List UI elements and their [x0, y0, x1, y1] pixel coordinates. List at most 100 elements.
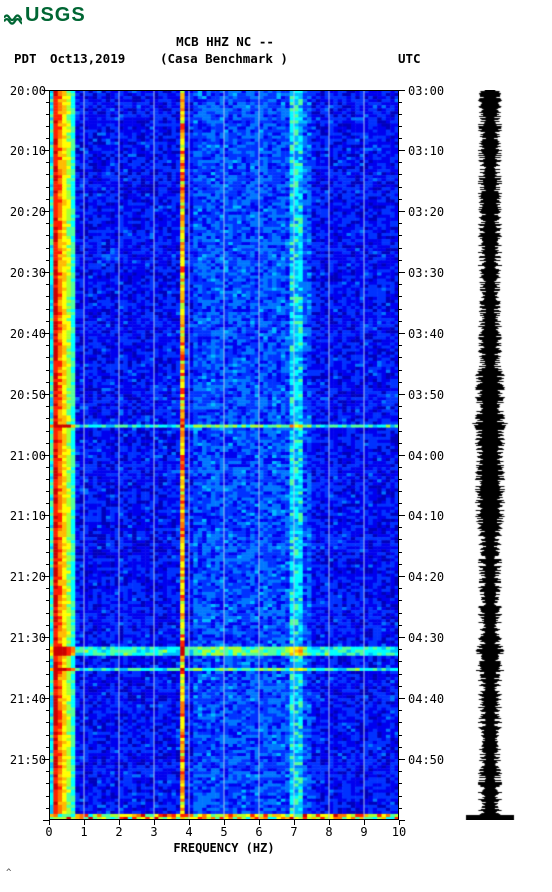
- y-minor-tick: [399, 503, 402, 504]
- y-minor-tick: [399, 661, 402, 662]
- y-minor-tick: [399, 345, 402, 346]
- y-minor-tick: [399, 796, 402, 797]
- station-name: (Casa Benchmark ): [160, 51, 288, 66]
- y-minor-tick: [399, 564, 402, 565]
- y-minor-tick: [399, 467, 402, 468]
- y-tick-right: [399, 394, 405, 395]
- y-tick-right: [399, 576, 405, 577]
- utc-time-label: 04:50: [408, 753, 444, 767]
- y-minor-tick: [399, 370, 402, 371]
- pdt-time-label: 20:20: [6, 205, 46, 219]
- x-tick-label: 1: [74, 825, 94, 839]
- spectrogram-plot: [49, 90, 399, 820]
- wave-icon: [4, 7, 22, 25]
- y-minor-tick: [46, 102, 49, 103]
- pdt-time-label: 21:30: [6, 631, 46, 645]
- y-tick-left: [43, 759, 49, 760]
- y-minor-tick: [399, 747, 402, 748]
- y-minor-tick: [46, 600, 49, 601]
- y-minor-tick: [399, 431, 402, 432]
- usgs-logo: USGS: [4, 4, 86, 27]
- y-minor-tick: [46, 406, 49, 407]
- pdt-time-label: 20:30: [6, 266, 46, 280]
- y-minor-tick: [399, 613, 402, 614]
- y-minor-tick: [399, 114, 402, 115]
- y-tick-left: [43, 272, 49, 273]
- y-minor-tick: [399, 187, 402, 188]
- y-minor-tick: [46, 613, 49, 614]
- y-minor-tick: [399, 686, 402, 687]
- logo-text: USGS: [25, 4, 86, 27]
- pdt-time-label: 20:40: [6, 327, 46, 341]
- y-tick-right: [399, 455, 405, 456]
- y-tick-right: [399, 515, 405, 516]
- y-minor-tick: [399, 710, 402, 711]
- y-minor-tick: [46, 674, 49, 675]
- y-tick-left: [43, 333, 49, 334]
- y-minor-tick: [46, 661, 49, 662]
- x-tick-label: 8: [319, 825, 339, 839]
- y-minor-tick: [46, 625, 49, 626]
- utc-time-label: 03:40: [408, 327, 444, 341]
- y-minor-tick: [399, 382, 402, 383]
- waveform-canvas: [460, 90, 520, 820]
- y-minor-tick: [399, 539, 402, 540]
- pdt-time-label: 21:10: [6, 509, 46, 523]
- y-minor-tick: [46, 138, 49, 139]
- y-minor-tick: [46, 126, 49, 127]
- y-minor-tick: [399, 199, 402, 200]
- y-tick-left: [43, 576, 49, 577]
- utc-time-label: 04:00: [408, 449, 444, 463]
- y-minor-tick: [46, 710, 49, 711]
- x-tick-label: 0: [39, 825, 59, 839]
- y-minor-tick: [46, 114, 49, 115]
- y-minor-tick: [46, 345, 49, 346]
- y-tick-left: [43, 394, 49, 395]
- y-minor-tick: [46, 649, 49, 650]
- y-minor-tick: [399, 600, 402, 601]
- y-minor-tick: [46, 284, 49, 285]
- x-axis-title: FREQUENCY (HZ): [49, 841, 399, 855]
- pdt-time-label: 21:00: [6, 449, 46, 463]
- y-minor-tick: [399, 588, 402, 589]
- footer-mark: ^: [6, 868, 11, 878]
- y-minor-tick: [46, 187, 49, 188]
- y-minor-tick: [46, 479, 49, 480]
- y-tick-right: [399, 211, 405, 212]
- x-tick-label: 9: [354, 825, 374, 839]
- tz-right: UTC: [398, 51, 421, 66]
- y-minor-tick: [46, 783, 49, 784]
- y-minor-tick: [399, 357, 402, 358]
- y-minor-tick: [46, 418, 49, 419]
- y-minor-tick: [46, 248, 49, 249]
- y-minor-tick: [399, 248, 402, 249]
- y-minor-tick: [399, 174, 402, 175]
- utc-time-label: 04:30: [408, 631, 444, 645]
- y-minor-tick: [399, 102, 402, 103]
- x-tick-label: 6: [249, 825, 269, 839]
- y-minor-tick: [46, 796, 49, 797]
- y-minor-tick: [399, 649, 402, 650]
- y-tick-left: [43, 90, 49, 91]
- plot-border: [49, 90, 399, 820]
- y-minor-tick: [46, 235, 49, 236]
- y-minor-tick: [399, 808, 402, 809]
- y-minor-tick: [399, 443, 402, 444]
- y-minor-tick: [399, 735, 402, 736]
- y-tick-right: [399, 698, 405, 699]
- tz-left: PDT: [14, 51, 37, 66]
- date-label: Oct13,2019: [50, 51, 125, 66]
- y-tick-right: [399, 759, 405, 760]
- y-minor-tick: [46, 588, 49, 589]
- y-minor-tick: [46, 771, 49, 772]
- y-minor-tick: [399, 674, 402, 675]
- x-tick-label: 2: [109, 825, 129, 839]
- y-minor-tick: [399, 284, 402, 285]
- y-minor-tick: [399, 260, 402, 261]
- y-minor-tick: [399, 552, 402, 553]
- y-minor-tick: [399, 309, 402, 310]
- waveform-panel: [460, 90, 520, 820]
- x-tick-label: 10: [389, 825, 409, 839]
- y-minor-tick: [399, 418, 402, 419]
- y-minor-tick: [46, 539, 49, 540]
